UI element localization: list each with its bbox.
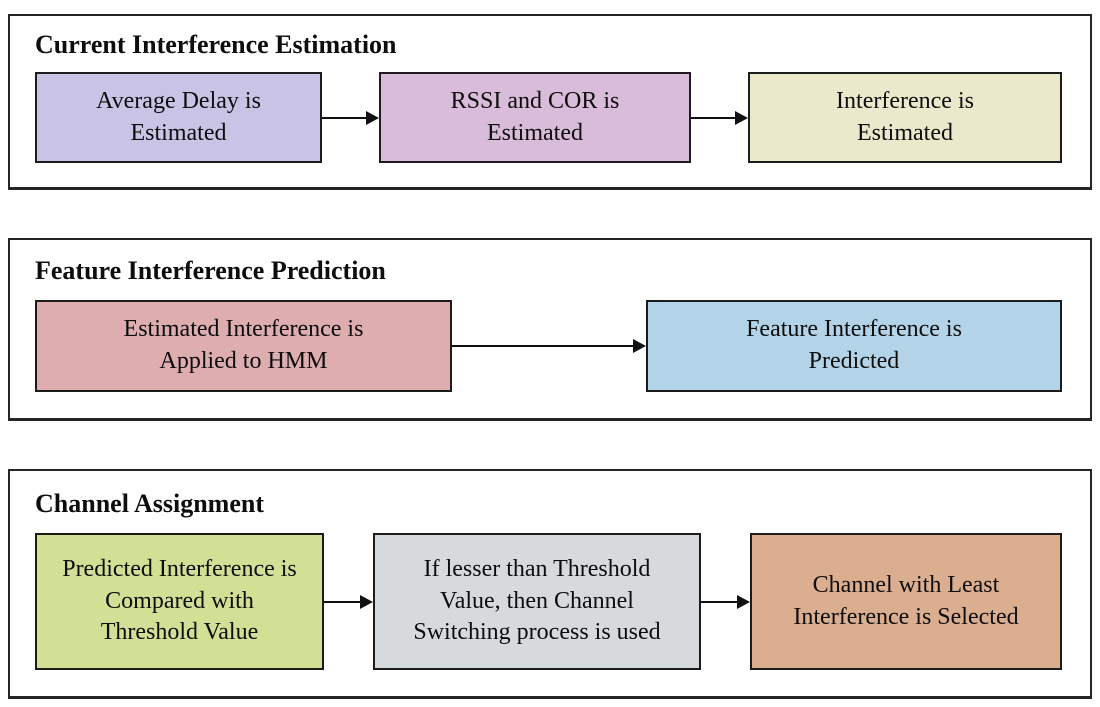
flow-box-average-delay-estimated: Average Delay is Estimated xyxy=(35,72,322,163)
flow-box-estimated-interference-hmm: Estimated Interference is Applied to HMM xyxy=(35,300,452,392)
arrow-head-icon xyxy=(735,110,748,125)
section-title-current-interference-estimation: Current Interference Estimation xyxy=(35,30,397,59)
arrow-head-icon xyxy=(633,339,646,353)
flow-box-rssi-cor-estimated: RSSI and COR is Estimated xyxy=(379,72,691,163)
flow-box-feature-interference-predicted: Feature Interference is Predicted xyxy=(646,300,1062,392)
flow-row-feature-interference-prediction: Estimated Interference is Applied to HMM… xyxy=(35,300,1062,392)
arrow-head-icon xyxy=(360,594,373,609)
flow-box-predicted-interference-compared: Predicted Interference is Compared with … xyxy=(35,533,324,670)
section-title-channel-assignment: Channel Assignment xyxy=(35,489,264,518)
arrow-head-icon xyxy=(366,110,379,125)
arrow-right-icon xyxy=(691,110,748,125)
section-feature-interference-prediction: Feature Interference Prediction Estimate… xyxy=(8,238,1092,421)
arrow-right-icon xyxy=(322,110,379,125)
section-channel-assignment: Channel Assignment Predicted Interferenc… xyxy=(8,469,1092,699)
arrow-right-icon xyxy=(452,339,646,353)
flow-row-current-interference-estimation: Average Delay is Estimated RSSI and COR … xyxy=(35,72,1062,163)
flow-box-channel-least-interference-selected: Channel with Least Interference is Selec… xyxy=(750,533,1062,670)
arrow-line xyxy=(452,345,634,347)
arrow-line xyxy=(324,600,361,603)
arrow-line xyxy=(322,116,367,119)
arrow-line xyxy=(691,116,736,119)
flow-box-threshold-channel-switching: If lesser than Threshold Value, then Cha… xyxy=(373,533,701,670)
arrow-right-icon xyxy=(324,594,373,609)
section-title-feature-interference-prediction: Feature Interference Prediction xyxy=(35,256,386,285)
flow-row-channel-assignment: Predicted Interference is Compared with … xyxy=(35,533,1062,670)
arrow-head-icon xyxy=(737,594,750,609)
section-current-interference-estimation: Current Interference Estimation Average … xyxy=(8,14,1092,190)
arrow-right-icon xyxy=(701,594,750,609)
arrow-line xyxy=(701,600,738,603)
flow-box-interference-estimated: Interference is Estimated xyxy=(748,72,1062,163)
